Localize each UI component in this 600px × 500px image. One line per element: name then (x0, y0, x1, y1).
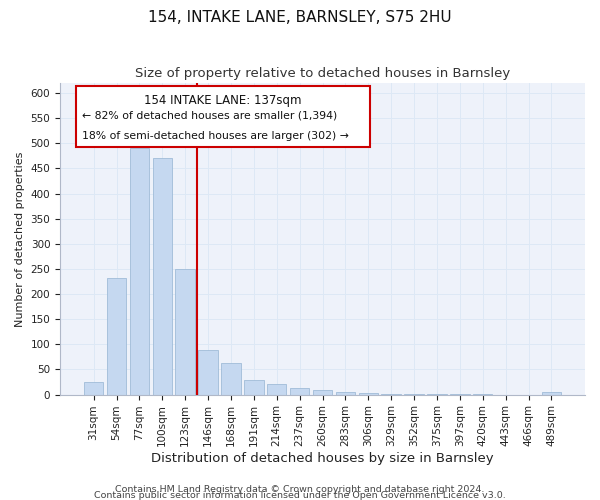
Bar (107, 278, 126, 394)
Bar (130, 148, 149, 394)
Bar (267, 384, 286, 394)
Y-axis label: Number of detached properties: Number of detached properties (15, 151, 25, 326)
Bar (542, 392, 561, 394)
Bar (359, 393, 378, 394)
FancyBboxPatch shape (76, 86, 370, 147)
Text: Contains public sector information licensed under the Open Government Licence v3: Contains public sector information licen… (94, 490, 506, 500)
Bar (199, 350, 218, 395)
Bar (221, 363, 241, 394)
X-axis label: Distribution of detached houses by size in Barnsley: Distribution of detached houses by size … (151, 452, 494, 465)
Text: 154 INTAKE LANE: 137sqm: 154 INTAKE LANE: 137sqm (144, 94, 302, 107)
Text: 154, INTAKE LANE, BARNSLEY, S75 2HU: 154, INTAKE LANE, BARNSLEY, S75 2HU (148, 10, 452, 25)
Bar (290, 388, 310, 394)
Title: Size of property relative to detached houses in Barnsley: Size of property relative to detached ho… (135, 68, 510, 80)
Bar (152, 158, 172, 394)
Text: ← 82% of detached houses are smaller (1,394): ← 82% of detached houses are smaller (1,… (82, 110, 337, 120)
Text: 18% of semi-detached houses are larger (302) →: 18% of semi-detached houses are larger (… (82, 132, 349, 141)
Bar (244, 380, 263, 394)
Bar (84, 382, 103, 394)
Bar (335, 392, 355, 394)
Bar (175, 269, 195, 394)
Bar (313, 390, 332, 394)
Text: Contains HM Land Registry data © Crown copyright and database right 2024.: Contains HM Land Registry data © Crown c… (115, 485, 485, 494)
